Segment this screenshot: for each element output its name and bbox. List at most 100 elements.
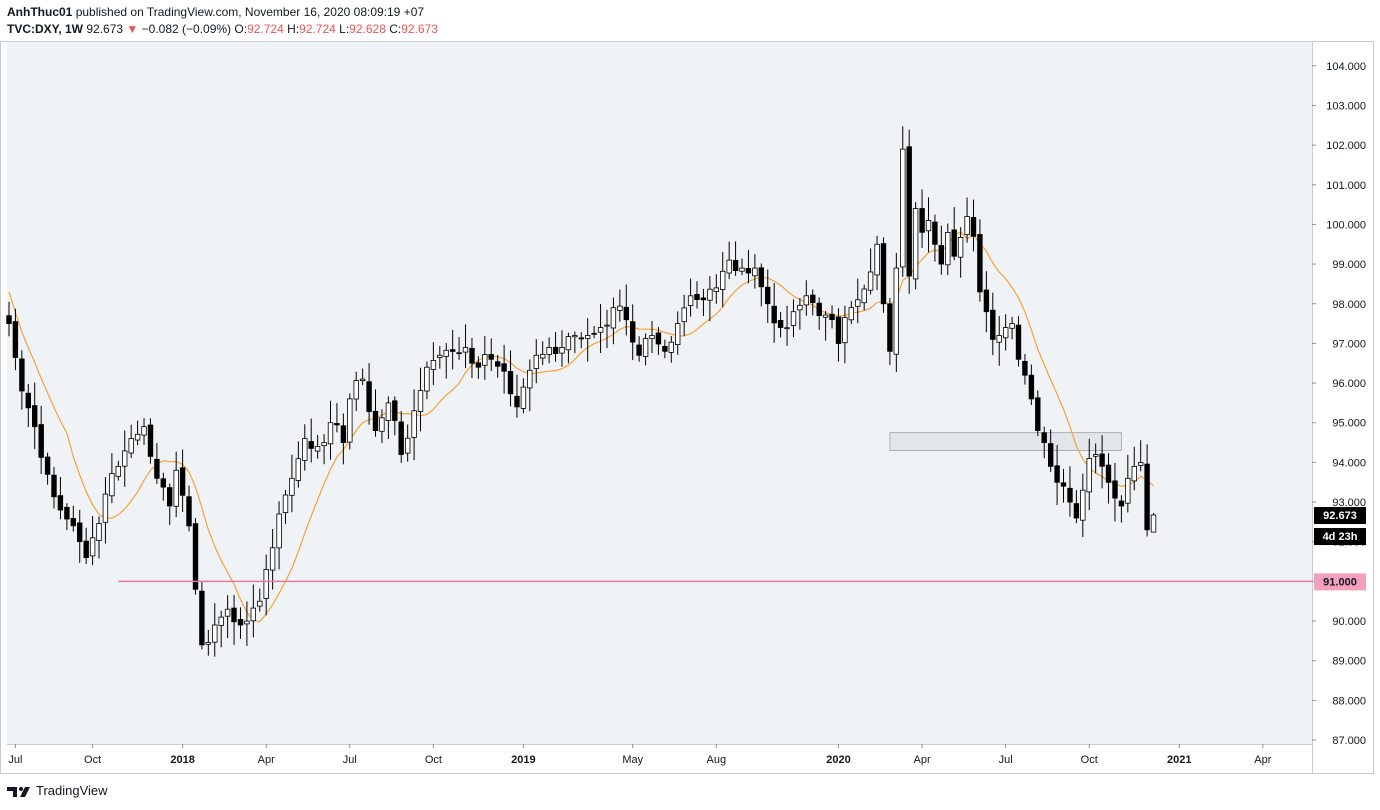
candle[interactable]: [482, 335, 488, 380]
candle[interactable]: [681, 294, 687, 336]
candle[interactable]: [855, 278, 861, 324]
candle[interactable]: [44, 452, 51, 485]
candle[interactable]: [1086, 438, 1092, 511]
candle[interactable]: [790, 299, 797, 338]
candle[interactable]: [1118, 495, 1125, 523]
candle[interactable]: [597, 303, 604, 353]
candle[interactable]: [6, 301, 12, 337]
candle[interactable]: [520, 378, 527, 414]
candle[interactable]: [334, 402, 340, 433]
candle[interactable]: [462, 324, 469, 369]
candle[interactable]: [147, 418, 154, 464]
candle[interactable]: [1073, 490, 1080, 524]
candle[interactable]: [295, 441, 301, 488]
candle[interactable]: [501, 344, 507, 394]
candle[interactable]: [231, 595, 237, 645]
candle[interactable]: [109, 453, 115, 504]
candle[interactable]: [842, 305, 848, 364]
candle[interactable]: [1144, 444, 1150, 537]
candle[interactable]: [1080, 473, 1086, 538]
candle[interactable]: [816, 297, 822, 330]
candle[interactable]: [314, 434, 321, 459]
candle[interactable]: [951, 207, 957, 261]
candle[interactable]: [456, 337, 462, 360]
candle[interactable]: [1105, 453, 1112, 504]
candle[interactable]: [160, 472, 166, 501]
candle[interactable]: [610, 297, 617, 345]
candle[interactable]: [880, 237, 887, 313]
candle[interactable]: [269, 529, 276, 590]
moving-average-line[interactable]: [8, 231, 1154, 623]
candle[interactable]: [366, 363, 372, 425]
candle[interactable]: [257, 588, 263, 612]
candle[interactable]: [166, 483, 173, 526]
candle[interactable]: [102, 477, 109, 544]
candle[interactable]: [848, 301, 854, 325]
candle[interactable]: [404, 424, 411, 462]
candle[interactable]: [141, 418, 147, 445]
candle[interactable]: [720, 251, 726, 308]
candle[interactable]: [19, 350, 25, 410]
candle[interactable]: [32, 382, 38, 450]
candle[interactable]: [893, 252, 899, 373]
candle[interactable]: [289, 454, 295, 513]
candle[interactable]: [925, 197, 932, 253]
candle[interactable]: [1131, 446, 1137, 491]
candle[interactable]: [64, 503, 70, 530]
candle[interactable]: [494, 355, 501, 378]
candle[interactable]: [649, 321, 655, 353]
candle[interactable]: [572, 331, 578, 354]
candle[interactable]: [977, 219, 983, 302]
candle[interactable]: [540, 341, 546, 366]
candle[interactable]: [417, 367, 424, 432]
time-axis[interactable]: [7, 744, 1312, 773]
candle[interactable]: [173, 451, 179, 517]
candle[interactable]: [861, 284, 867, 311]
candle[interactable]: [1028, 364, 1035, 406]
candle[interactable]: [475, 356, 482, 379]
candle[interactable]: [205, 629, 211, 656]
candle[interactable]: [990, 292, 996, 356]
candle[interactable]: [353, 371, 359, 411]
candle[interactable]: [957, 227, 964, 278]
candle[interactable]: [739, 258, 745, 276]
candle[interactable]: [212, 603, 218, 657]
candle[interactable]: [340, 413, 347, 465]
candle[interactable]: [199, 581, 205, 650]
candle[interactable]: [970, 199, 977, 252]
candle[interactable]: [1022, 354, 1028, 385]
candle[interactable]: [726, 241, 732, 280]
candle[interactable]: [1150, 513, 1157, 533]
candle[interactable]: [1003, 314, 1009, 351]
candle[interactable]: [134, 420, 141, 446]
candle[interactable]: [1054, 445, 1060, 506]
candle[interactable]: [533, 339, 539, 384]
candle[interactable]: [51, 466, 57, 509]
candle[interactable]: [675, 311, 681, 355]
candle[interactable]: [835, 308, 842, 362]
candle[interactable]: [617, 289, 623, 322]
candle[interactable]: [938, 225, 944, 275]
candle[interactable]: [552, 332, 559, 362]
candle[interactable]: [1048, 429, 1054, 472]
candle[interactable]: [687, 278, 694, 317]
candle[interactable]: [115, 460, 121, 481]
candle[interactable]: [449, 329, 456, 370]
candle[interactable]: [803, 280, 809, 316]
candle[interactable]: [1041, 426, 1047, 459]
candle[interactable]: [1099, 435, 1105, 489]
candle[interactable]: [237, 607, 244, 639]
candle[interactable]: [321, 434, 327, 465]
candle[interactable]: [591, 326, 597, 339]
candle[interactable]: [514, 374, 520, 418]
candle[interactable]: [822, 311, 829, 341]
candle[interactable]: [263, 554, 269, 616]
candle[interactable]: [70, 505, 76, 532]
candle[interactable]: [12, 308, 19, 371]
candle[interactable]: [244, 601, 250, 646]
candle[interactable]: [89, 516, 96, 566]
candle[interactable]: [488, 338, 494, 371]
candle[interactable]: [379, 409, 385, 443]
candle[interactable]: [154, 443, 160, 484]
candle[interactable]: [578, 332, 584, 349]
